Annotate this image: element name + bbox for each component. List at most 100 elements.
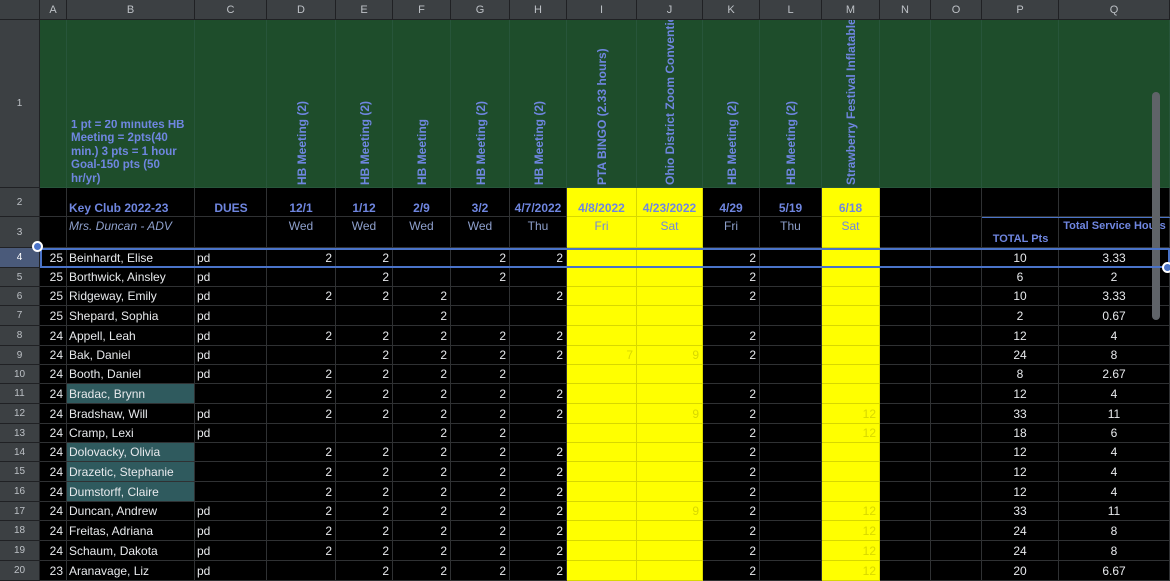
total-points-cell[interactable]: 6 xyxy=(982,268,1059,287)
date-cell-g[interactable]: 3/2 xyxy=(451,188,510,217)
grade-cell[interactable]: 24 xyxy=(40,326,67,346)
points-cell-g[interactable]: 2 xyxy=(451,482,510,502)
header-cell-k[interactable]: HB Meeting (2) xyxy=(703,20,760,188)
total-points-cell[interactable]: 12 xyxy=(982,326,1059,346)
date-cell-h[interactable]: 4/7/2022 xyxy=(510,188,567,217)
total-points-cell[interactable]: 10 xyxy=(982,287,1059,306)
empty-cell-o[interactable] xyxy=(931,462,982,482)
column-header-c[interactable]: C xyxy=(195,0,267,20)
grade-cell[interactable]: 24 xyxy=(40,521,67,541)
column-header-k[interactable]: K xyxy=(703,0,760,20)
day-cell-m[interactable]: Sat xyxy=(822,217,880,248)
points-cell-j[interactable]: 9 xyxy=(637,404,703,424)
empty-cell-o[interactable] xyxy=(931,561,982,581)
points-cell-j[interactable] xyxy=(637,561,703,581)
total-points-cell[interactable]: 12 xyxy=(982,482,1059,502)
empty-cell-n[interactable] xyxy=(880,384,931,404)
empty-cell-n[interactable] xyxy=(880,462,931,482)
points-cell-k[interactable]: 2 xyxy=(703,248,760,268)
row-header-4[interactable]: 4 xyxy=(0,248,40,268)
points-cell-g[interactable]: 2 xyxy=(451,561,510,581)
points-cell-d[interactable]: 2 xyxy=(267,521,336,541)
member-name[interactable]: Aranavage, Liz xyxy=(67,561,195,581)
date-cell-o[interactable] xyxy=(931,188,982,217)
points-cell-d[interactable]: 2 xyxy=(267,502,336,521)
points-cell-l[interactable] xyxy=(760,521,822,541)
points-cell-j[interactable] xyxy=(637,541,703,561)
points-cell-k[interactable]: 2 xyxy=(703,443,760,462)
date-cell-i[interactable]: 4/8/2022 xyxy=(567,188,637,217)
total-hours-cell[interactable]: 4 xyxy=(1059,482,1170,502)
points-cell-e[interactable]: 2 xyxy=(336,541,393,561)
total-hours-cell[interactable]: 11 xyxy=(1059,404,1170,424)
row-header-1[interactable]: 1 xyxy=(0,20,40,188)
empty-cell-n[interactable] xyxy=(880,404,931,424)
row-header-13[interactable]: 13 xyxy=(0,424,40,443)
day-cell-l[interactable]: Thu xyxy=(760,217,822,248)
date-cell-m[interactable]: 6/18 xyxy=(822,188,880,217)
header-cell-h[interactable]: HB Meeting (2) xyxy=(510,20,567,188)
header-cell-m[interactable]: Strawberry Festival Inflatables xyxy=(822,20,880,188)
points-cell-f[interactable]: 2 xyxy=(393,404,451,424)
points-cell-k[interactable]: 2 xyxy=(703,326,760,346)
row-header-2[interactable]: 2 xyxy=(0,188,40,217)
column-header-g[interactable]: G xyxy=(451,0,510,20)
grade-cell[interactable]: 24 xyxy=(40,443,67,462)
points-cell-m[interactable] xyxy=(822,365,880,384)
row-header-12[interactable]: 12 xyxy=(0,404,40,424)
date-cell-a[interactable] xyxy=(40,188,67,217)
grade-cell[interactable]: 23 xyxy=(40,561,67,581)
date-cell-j[interactable]: 4/23/2022 xyxy=(637,188,703,217)
header-cell-d[interactable]: HB Meeting (2) xyxy=(267,20,336,188)
points-cell-i[interactable] xyxy=(567,248,637,268)
header-cell-f[interactable]: HB Meeting xyxy=(393,20,451,188)
member-name[interactable]: Bak, Daniel xyxy=(67,346,195,365)
total-points-cell[interactable]: 18 xyxy=(982,424,1059,443)
points-cell-e[interactable]: 2 xyxy=(336,502,393,521)
points-cell-k[interactable]: 2 xyxy=(703,541,760,561)
points-cell-g[interactable]: 2 xyxy=(451,248,510,268)
points-cell-i[interactable] xyxy=(567,502,637,521)
points-cell-i[interactable] xyxy=(567,424,637,443)
empty-cell-o[interactable] xyxy=(931,541,982,561)
points-cell-e[interactable]: 2 xyxy=(336,482,393,502)
points-cell-f[interactable]: 2 xyxy=(393,365,451,384)
dues-cell[interactable] xyxy=(195,443,267,462)
points-cell-i[interactable] xyxy=(567,404,637,424)
grade-cell[interactable]: 24 xyxy=(40,404,67,424)
row-header-17[interactable]: 17 xyxy=(0,502,40,521)
points-cell-j[interactable]: 9 xyxy=(637,502,703,521)
empty-cell-n[interactable] xyxy=(880,502,931,521)
member-name[interactable]: Booth, Daniel xyxy=(67,365,195,384)
points-cell-g[interactable]: 2 xyxy=(451,365,510,384)
column-header-a[interactable]: A xyxy=(40,0,67,20)
day-cell-f[interactable]: Wed xyxy=(393,217,451,248)
points-cell-h[interactable]: 2 xyxy=(510,404,567,424)
points-cell-i[interactable] xyxy=(567,462,637,482)
column-header-j[interactable]: J xyxy=(637,0,703,20)
column-header-o[interactable]: O xyxy=(931,0,982,20)
points-cell-l[interactable] xyxy=(760,424,822,443)
member-name[interactable]: Bradac, Brynn xyxy=(67,384,195,404)
dues-cell[interactable]: pd xyxy=(195,521,267,541)
column-header-p[interactable]: P xyxy=(982,0,1059,20)
points-cell-d[interactable]: 2 xyxy=(267,365,336,384)
points-cell-m[interactable] xyxy=(822,462,880,482)
points-cell-j[interactable] xyxy=(637,482,703,502)
grade-cell[interactable]: 25 xyxy=(40,248,67,268)
header-cell-i[interactable]: PTA BINGO (2.33 hours) xyxy=(567,20,637,188)
points-cell-g[interactable]: 2 xyxy=(451,541,510,561)
empty-cell-o[interactable] xyxy=(931,384,982,404)
points-cell-f[interactable]: 2 xyxy=(393,306,451,326)
points-cell-f[interactable] xyxy=(393,268,451,287)
points-cell-j[interactable] xyxy=(637,268,703,287)
dues-cell[interactable] xyxy=(195,462,267,482)
points-cell-k[interactable]: 2 xyxy=(703,561,760,581)
points-cell-h[interactable] xyxy=(510,306,567,326)
points-cell-g[interactable] xyxy=(451,306,510,326)
empty-cell-o[interactable] xyxy=(931,346,982,365)
points-cell-d[interactable] xyxy=(267,561,336,581)
points-cell-e[interactable]: 2 xyxy=(336,561,393,581)
points-cell-l[interactable] xyxy=(760,248,822,268)
points-cell-g[interactable] xyxy=(451,287,510,306)
